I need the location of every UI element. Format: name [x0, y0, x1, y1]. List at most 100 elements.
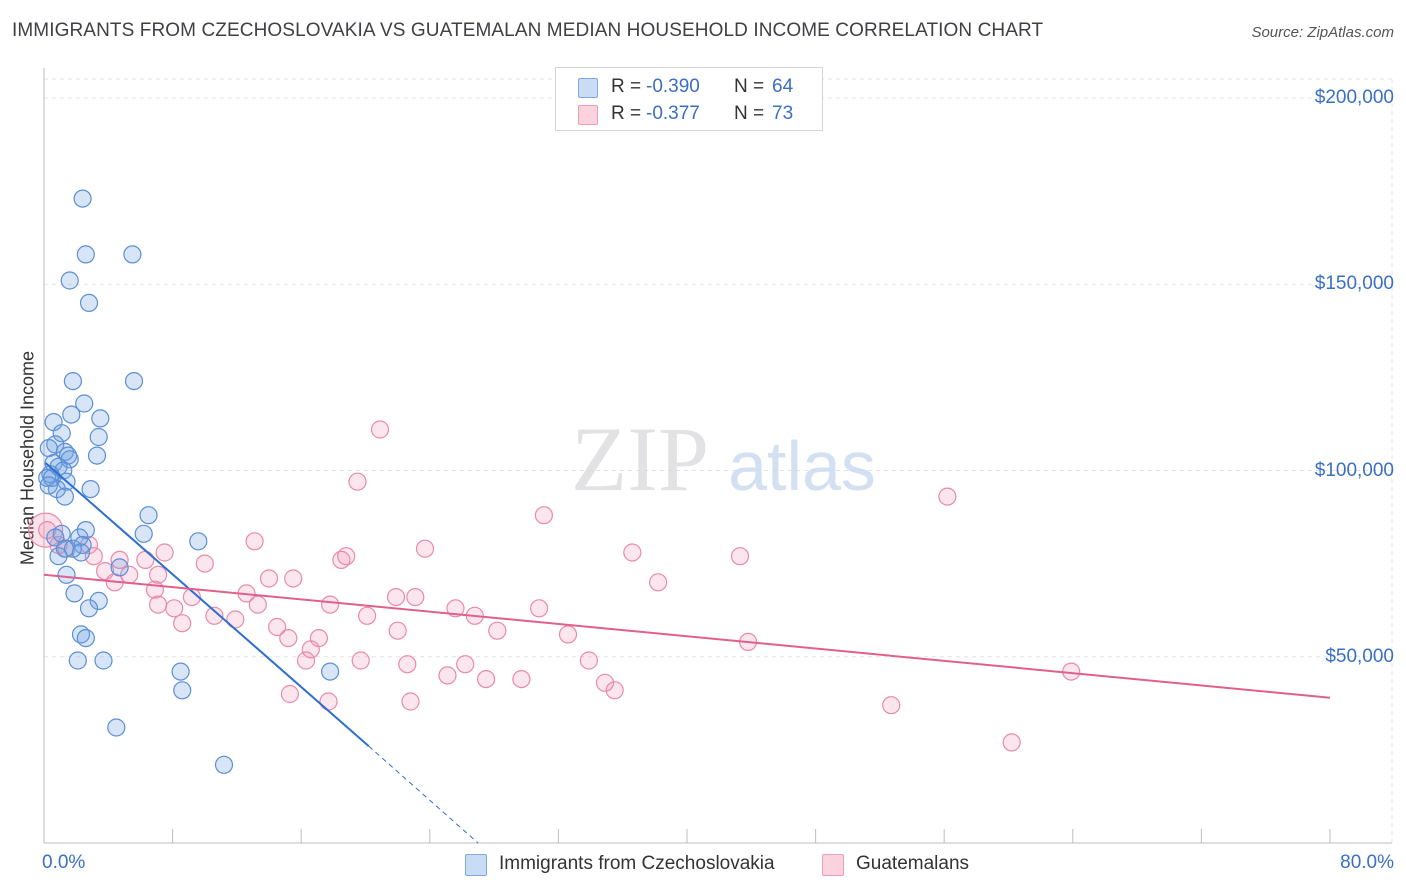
guatemalans-points [28, 420, 1081, 752]
data-point [71, 543, 91, 562]
data-point [205, 606, 224, 625]
data-point [134, 524, 153, 543]
data-point [248, 595, 267, 614]
data-point [173, 681, 192, 700]
data-point [245, 532, 264, 551]
data-point [57, 565, 76, 584]
data-point [165, 599, 184, 618]
data-point [280, 684, 299, 704]
czechoslovakia-points [38, 189, 340, 774]
data-point [284, 569, 303, 588]
data-point [171, 662, 190, 681]
legend-label: Guatemalans [856, 853, 970, 874]
x-tick-label: 0.0% [42, 852, 86, 873]
data-point [81, 480, 100, 499]
data-point [214, 755, 234, 774]
data-point [321, 595, 340, 614]
data-point [87, 446, 107, 465]
data-point [401, 692, 420, 711]
data-point [730, 547, 750, 566]
data-point [386, 587, 406, 607]
r-value: -0.390 [646, 76, 700, 97]
data-point [65, 584, 84, 603]
data-point [296, 651, 316, 670]
data-point [446, 599, 465, 618]
legend-swatch-pink [578, 105, 598, 125]
source-credit: Source: ZipAtlas.com [1251, 24, 1394, 41]
data-point [110, 558, 129, 577]
data-point [107, 718, 126, 737]
data-point [55, 487, 75, 506]
data-point [534, 506, 554, 525]
watermark-atlas: atlas [728, 427, 876, 505]
czechoslovakia-trend-line [44, 462, 370, 747]
gridlines [44, 78, 1393, 843]
data-point [73, 535, 92, 555]
data-point [79, 293, 99, 312]
data-point [512, 669, 531, 689]
data-point [648, 573, 668, 592]
data-point [268, 617, 287, 637]
data-point [62, 405, 81, 424]
n-value: 64 [772, 76, 794, 97]
data-point [195, 554, 214, 573]
data-point [370, 420, 390, 439]
r-label: R = [611, 103, 642, 124]
data-point [149, 565, 168, 584]
data-point [477, 669, 496, 689]
data-point [73, 189, 92, 208]
legend-label: Immigrants from Czechoslovakia [499, 853, 775, 874]
data-point [348, 472, 367, 491]
data-point [558, 625, 578, 644]
data-point [938, 487, 957, 506]
data-point [49, 547, 68, 566]
data-point [124, 372, 144, 391]
y-tick-label: $150,000 [1314, 273, 1394, 295]
data-point [456, 655, 475, 674]
legend-swatch-blue [578, 78, 598, 98]
data-point [579, 651, 599, 670]
data-point [358, 606, 377, 625]
data-point [89, 427, 108, 447]
n-value: 73 [772, 103, 794, 124]
data-point [145, 580, 164, 599]
data-point [89, 591, 108, 611]
r-label: R = [611, 76, 642, 97]
data-point [76, 245, 95, 264]
data-point [623, 543, 642, 562]
data-point [279, 628, 298, 648]
data-point [68, 651, 87, 670]
legend-swatch-pink [822, 854, 844, 876]
data-point [488, 621, 507, 640]
data-point [259, 569, 279, 588]
n-label: N = [734, 103, 765, 124]
data-point [882, 696, 901, 715]
data-point [63, 372, 83, 391]
data-point [226, 610, 245, 629]
data-point [332, 550, 351, 570]
data-point [388, 621, 407, 640]
data-point [155, 543, 174, 562]
watermark-zip: ZIP [571, 408, 709, 510]
data-point [110, 550, 129, 570]
legend-swatch-blue [465, 854, 487, 876]
data-point [351, 651, 370, 670]
data-point [406, 587, 425, 607]
n-label: N = [734, 76, 765, 97]
data-point [94, 651, 113, 670]
data-point [605, 681, 624, 700]
y-tick-label: $200,000 [1314, 87, 1394, 108]
r-value: -0.377 [646, 103, 700, 124]
data-point [136, 550, 155, 570]
y-tick-label: $50,000 [1325, 645, 1394, 667]
data-point [301, 640, 320, 659]
x-tick-label: 80.0% [1340, 852, 1394, 873]
guatemalans-trend-line [43, 573, 1331, 699]
data-point [39, 439, 58, 458]
czechoslovakia-trend-extension [368, 745, 479, 844]
correlation-legend: R = -0.390 N = 64 R = -0.377 N = 73 [555, 67, 823, 131]
chart-title: IMMIGRANTS FROM CZECHOSLOVAKIA VS GUATEM… [12, 20, 1044, 41]
data-point [189, 532, 208, 551]
data-point [321, 662, 340, 681]
